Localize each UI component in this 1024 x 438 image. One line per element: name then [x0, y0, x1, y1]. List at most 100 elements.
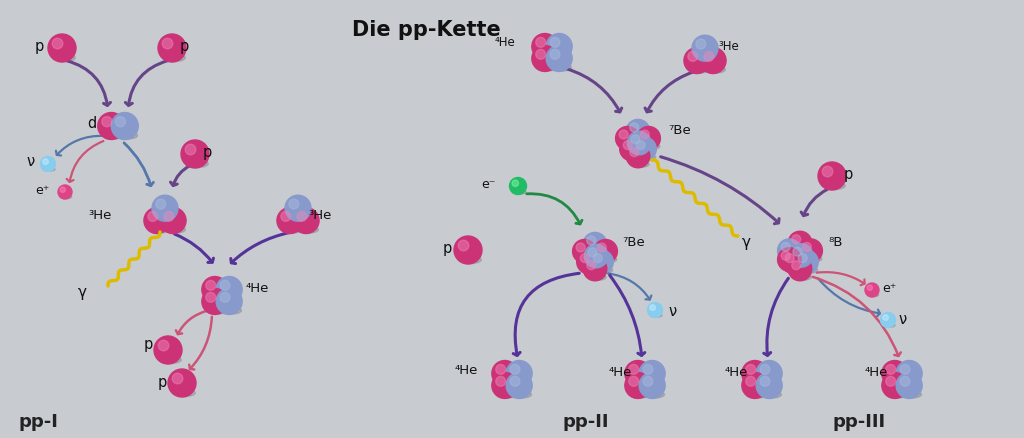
Circle shape	[643, 376, 653, 386]
Circle shape	[703, 51, 714, 61]
Circle shape	[588, 248, 597, 257]
Circle shape	[536, 37, 546, 47]
Circle shape	[883, 315, 889, 321]
Text: p: p	[180, 39, 189, 53]
Circle shape	[882, 360, 908, 386]
Text: ⁴He: ⁴He	[495, 36, 515, 49]
Circle shape	[785, 254, 795, 263]
Ellipse shape	[537, 64, 557, 71]
Circle shape	[181, 140, 209, 168]
Circle shape	[492, 360, 518, 386]
Ellipse shape	[282, 226, 302, 233]
Circle shape	[620, 130, 628, 139]
Circle shape	[781, 242, 791, 251]
Ellipse shape	[637, 154, 655, 160]
Ellipse shape	[620, 143, 639, 150]
Ellipse shape	[631, 136, 649, 143]
Circle shape	[154, 336, 182, 364]
Circle shape	[792, 235, 801, 244]
Circle shape	[630, 148, 639, 157]
Circle shape	[293, 208, 319, 233]
Text: ⁷Be: ⁷Be	[668, 124, 691, 137]
Circle shape	[512, 180, 518, 187]
Ellipse shape	[207, 307, 227, 314]
Circle shape	[629, 364, 639, 374]
Circle shape	[152, 195, 178, 221]
Ellipse shape	[511, 379, 531, 386]
Circle shape	[900, 364, 910, 374]
Circle shape	[639, 360, 666, 386]
Circle shape	[799, 239, 822, 262]
Ellipse shape	[290, 214, 310, 221]
Text: γ: γ	[78, 286, 87, 300]
Text: ⁸B: ⁸B	[828, 237, 843, 250]
Circle shape	[496, 364, 506, 374]
Circle shape	[202, 276, 228, 303]
Text: ⁷Be: ⁷Be	[622, 237, 645, 250]
Ellipse shape	[43, 167, 55, 171]
Text: p: p	[442, 240, 452, 255]
Ellipse shape	[589, 261, 607, 268]
Circle shape	[97, 113, 125, 139]
Circle shape	[777, 248, 801, 271]
Circle shape	[584, 257, 607, 281]
Circle shape	[510, 364, 520, 374]
Ellipse shape	[298, 226, 318, 233]
Circle shape	[745, 364, 756, 374]
Text: ⁴He: ⁴He	[608, 365, 632, 378]
Text: ν: ν	[898, 312, 906, 328]
Circle shape	[818, 162, 846, 190]
Ellipse shape	[781, 256, 801, 262]
Circle shape	[297, 212, 307, 221]
Ellipse shape	[551, 64, 571, 71]
Text: ν: ν	[668, 304, 676, 319]
Ellipse shape	[624, 154, 643, 160]
Circle shape	[781, 250, 805, 274]
Circle shape	[700, 48, 726, 74]
Circle shape	[792, 261, 801, 270]
Circle shape	[584, 233, 607, 256]
Ellipse shape	[761, 391, 781, 398]
Text: pp-I: pp-I	[18, 413, 58, 431]
Circle shape	[896, 360, 923, 386]
Circle shape	[643, 364, 653, 374]
Ellipse shape	[644, 379, 665, 386]
Text: ³He: ³He	[308, 209, 332, 223]
Circle shape	[696, 39, 706, 49]
Circle shape	[741, 360, 768, 386]
Ellipse shape	[883, 323, 895, 327]
Circle shape	[756, 372, 782, 399]
Circle shape	[216, 289, 242, 314]
Circle shape	[822, 166, 833, 177]
Ellipse shape	[901, 379, 922, 386]
Circle shape	[627, 144, 650, 168]
Ellipse shape	[221, 295, 242, 302]
Text: e⁻: e⁻	[481, 177, 496, 191]
Ellipse shape	[746, 379, 767, 386]
Ellipse shape	[901, 391, 922, 398]
Circle shape	[546, 33, 572, 60]
Circle shape	[41, 156, 55, 172]
Circle shape	[550, 49, 560, 59]
Circle shape	[164, 212, 174, 221]
Ellipse shape	[221, 307, 242, 314]
Circle shape	[276, 208, 303, 233]
Circle shape	[799, 254, 807, 263]
Circle shape	[454, 236, 482, 264]
Text: ⁴He: ⁴He	[725, 365, 748, 378]
Circle shape	[206, 280, 216, 290]
Circle shape	[795, 250, 818, 274]
Circle shape	[741, 372, 768, 399]
Circle shape	[581, 254, 589, 263]
Text: e⁺: e⁺	[36, 184, 50, 198]
Circle shape	[162, 38, 173, 49]
Circle shape	[147, 212, 158, 221]
Circle shape	[620, 137, 643, 161]
Circle shape	[637, 127, 660, 150]
Circle shape	[867, 285, 872, 290]
Ellipse shape	[794, 261, 812, 267]
Ellipse shape	[803, 256, 822, 262]
Circle shape	[587, 236, 596, 245]
Circle shape	[144, 208, 170, 233]
Circle shape	[760, 376, 770, 386]
